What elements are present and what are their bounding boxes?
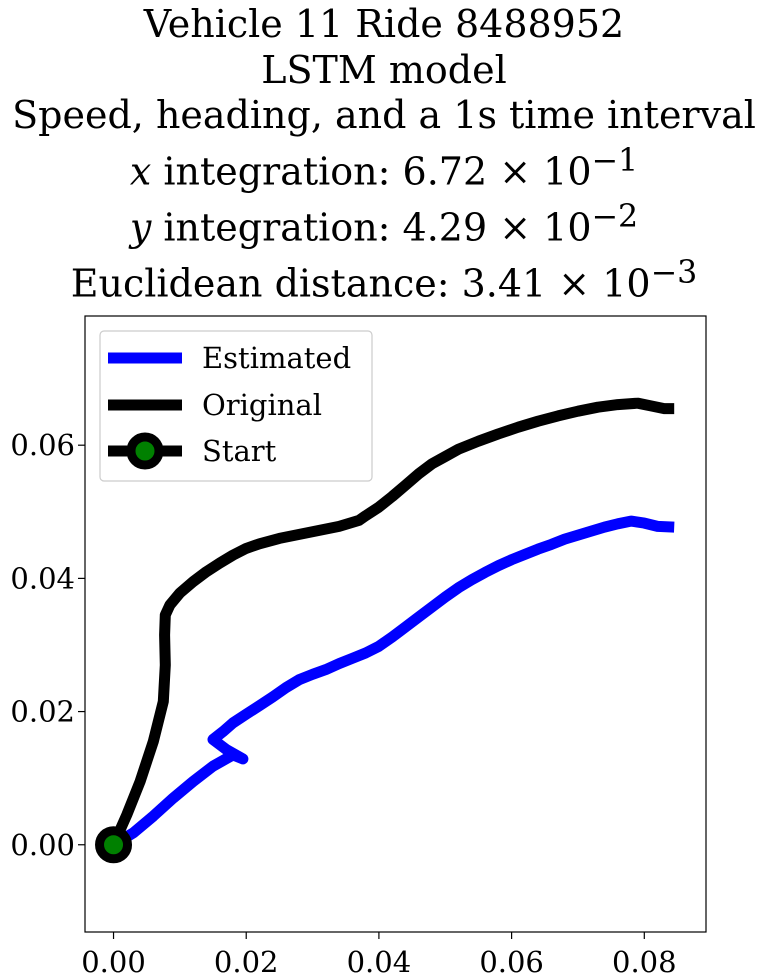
series-layer xyxy=(95,397,675,864)
y-tick-label: 0.02 xyxy=(10,695,75,729)
title-line-3: Speed, heading, and a 1s time interval xyxy=(12,93,756,137)
title-var-y: y xyxy=(129,205,152,250)
legend-box xyxy=(99,330,373,482)
title-line-1: Vehicle 11 Ride 8488952 xyxy=(143,2,625,46)
x-tick-label: 0.02 xyxy=(214,945,279,979)
series-line-estimated xyxy=(110,515,675,850)
legend-label-estimated: Estimated xyxy=(202,341,351,375)
x-tick-label: 0.06 xyxy=(479,945,544,979)
y-tick-label: 0.06 xyxy=(10,428,75,462)
plot-frame xyxy=(84,315,707,933)
title-x-exponent: −1 xyxy=(591,142,639,179)
legend: Estimated Original Start xyxy=(99,330,373,482)
title-line-4: x integration: 6.72 × 10−1 xyxy=(0,139,768,195)
x-axis: 0.00 0.02 0.04 0.06 0.08 xyxy=(81,932,677,979)
x-tick-label: 0.08 xyxy=(612,945,677,979)
title-y-text: integration: 4.29 × 10 xyxy=(151,205,592,250)
start-marker xyxy=(95,826,133,864)
y-axis: 0.00 0.02 0.04 0.06 xyxy=(10,428,85,862)
title-line-6: Euclidean distance: 3.41 × 10−3 xyxy=(0,251,768,307)
title-var-x: x xyxy=(129,149,152,194)
x-tick-label: 0.00 xyxy=(81,945,146,979)
title-y-exponent: −2 xyxy=(591,198,639,235)
y-tick-label: 0.00 xyxy=(10,828,75,862)
title-euclid-exponent: −3 xyxy=(650,254,698,291)
title-euclid-text: Euclidean distance: 3.41 × 10 xyxy=(70,261,651,306)
chart-title: Vehicle 11 Ride 8488952 LSTM model Speed… xyxy=(0,2,768,307)
x-tick-label: 0.04 xyxy=(347,945,412,979)
legend-label-start: Start xyxy=(202,434,277,468)
legend-marker-start xyxy=(126,432,164,470)
title-line-2: LSTM model xyxy=(261,47,507,92)
legend-label-original: Original xyxy=(202,388,322,422)
title-line-5: y integration: 4.29 × 10−2 xyxy=(0,195,768,251)
y-tick-label: 0.04 xyxy=(10,561,75,595)
series-line-original xyxy=(108,397,675,848)
title-x-text: integration: 6.72 × 10 xyxy=(151,149,592,194)
